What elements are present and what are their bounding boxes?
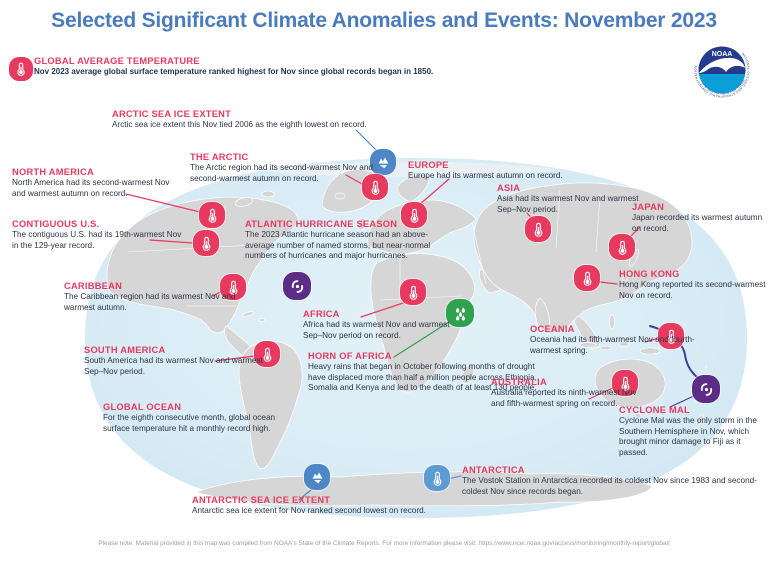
callout-horn-of-africa: HORN OF AFRICA Heavy rains that began in… <box>308 351 546 394</box>
callout-body: The Vostok Station in Antarctica recorde… <box>462 476 757 496</box>
callout-heading: CONTIGUOUS U.S. <box>12 219 100 229</box>
cyclone-icon-mal <box>692 375 720 403</box>
callout-global-average-temperature: GLOBAL AVERAGE TEMPERATURE Nov 2023 aver… <box>34 56 433 76</box>
callout-body: Cyclone Mal was the only storm in the So… <box>619 416 757 457</box>
callout-body: Europe had its warmest autumn on record. <box>408 171 563 180</box>
rain-icon-horn-of-africa <box>446 299 474 327</box>
thermometer-icon-the-arctic <box>362 174 388 200</box>
callout-body: Hong Kong reported its second-warmest No… <box>619 280 766 300</box>
thermometer-icon-north-america <box>199 202 225 228</box>
page-title: Selected Significant Climate Anomalies a… <box>51 9 717 32</box>
thermometer-icon-japan <box>609 234 635 260</box>
callout-heading: ATLANTIC HURRICANE SEASON <box>245 219 398 229</box>
callout-body: Nov 2023 average global surface temperat… <box>34 67 434 76</box>
callout-heading: HORN OF AFRICA <box>308 351 392 361</box>
callout-contiguous-us: CONTIGUOUS U.S. The contiguous U.S. had … <box>12 219 184 251</box>
callout-europe: EUROPE Europe had its warmest autumn on … <box>408 160 623 182</box>
callout-heading: OCEANIA <box>530 324 575 334</box>
callout-heading: CYCLONE MAL <box>619 405 690 415</box>
callout-the-arctic: THE ARCTIC The Arctic region had its sec… <box>190 152 380 184</box>
callout-heading: GLOBAL AVERAGE TEMPERATURE <box>34 56 200 66</box>
callout-heading: THE ARCTIC <box>190 152 249 162</box>
callout-body: Japan recorded its warmest autumn on rec… <box>632 213 763 233</box>
callout-heading: JAPAN <box>632 202 665 212</box>
callout-africa: AFRICA Africa had its warmest Nov and wa… <box>303 309 453 341</box>
thermometer-icon-south-america <box>254 341 280 367</box>
callout-heading: ANTARCTIC SEA ICE EXTENT <box>192 495 331 505</box>
callout-asia: ASIA Asia had its warmest Nov and warmes… <box>497 183 659 215</box>
callout-south-america: SOUTH AMERICA South America had its warm… <box>84 345 274 377</box>
callout-global-ocean: GLOBAL OCEAN For the eighth consecutive … <box>103 402 303 434</box>
thermometer-icon-europe <box>401 202 427 228</box>
callout-antarctic-sea-ice-extent: ANTARCTIC SEA ICE EXTENT Antarctic sea i… <box>192 495 532 517</box>
callout-caribbean: CARIBBEAN The Caribbean region had its w… <box>64 281 242 313</box>
callout-body: South America had its warmest Nov and wa… <box>84 356 263 376</box>
thermometer-icon-asia <box>525 216 551 242</box>
callout-heading: ANTARCTICA <box>462 465 525 475</box>
callout-body: The contiguous U.S. had its 19th-warmest… <box>12 230 182 250</box>
callout-north-america: NORTH AMERICA North America had its seco… <box>12 167 184 199</box>
thermometer-icon-caribbean <box>220 274 246 300</box>
callout-heading: ASIA <box>497 183 521 193</box>
callout-heading: AFRICA <box>303 309 340 319</box>
callout-body: Asia had its warmest Nov and warmest Sep… <box>497 194 639 214</box>
callout-heading: GLOBAL OCEAN <box>103 402 182 412</box>
callout-atlantic-hurricane-season: ATLANTIC HURRICANE SEASON The 2023 Atlan… <box>245 219 450 262</box>
callout-japan: JAPAN Japan recorded its warmest autumn … <box>632 202 768 234</box>
thermometer-icon-africa <box>400 279 426 305</box>
hurricane-icon-atlantic <box>283 272 311 300</box>
thermometer-icon-oceania <box>658 323 684 349</box>
thermometer-icon-hong-kong <box>574 265 600 291</box>
callout-body: Arctic sea ice extent this Nov tied 2006… <box>112 120 367 129</box>
thermometer-icon-australia <box>612 370 638 396</box>
callout-antarctica: ANTARCTICA The Vostok Station in Antarct… <box>462 465 767 497</box>
footer-note: Please note: Material provided in this m… <box>98 540 670 547</box>
callout-heading: HONG KONG <box>619 269 680 279</box>
iceberg-icon-arctic <box>370 149 396 175</box>
thermometer-icon-contiguous-us <box>193 230 219 256</box>
callout-oceania: OCEANIA Oceania had its fifth-warmest No… <box>530 324 720 356</box>
callout-body: The 2023 Atlantic hurricane season had a… <box>245 230 431 260</box>
iceberg-icon-antarctic <box>304 464 330 490</box>
callout-body: Australia reported its ninth-warmest Nov… <box>491 388 637 408</box>
callout-body: The Caribbean region had its warmest Nov… <box>64 292 236 312</box>
callout-body: North America had its second-warmest Nov… <box>12 178 170 198</box>
callout-body: Heavy rains that began in October follow… <box>308 362 537 392</box>
callout-heading: ARCTIC SEA ICE EXTENT <box>112 109 232 119</box>
thermometer-icon-global-average <box>9 57 33 81</box>
callout-heading: CARIBBEAN <box>64 281 123 291</box>
svg-text:NOAA: NOAA <box>712 51 733 58</box>
callout-body: Antarctic sea ice extent for Nov ranked … <box>192 506 426 515</box>
callout-body: For the eighth consecutive month, global… <box>103 413 276 433</box>
callout-body: Oceania had its fifth-warmest Nov and fo… <box>530 335 695 355</box>
callout-arctic-sea-ice-extent: ARCTIC SEA ICE EXTENT Arctic sea ice ext… <box>112 109 412 131</box>
callout-body: Africa had its warmest Nov and warmest S… <box>303 320 450 340</box>
callout-heading: AUSTRALIA <box>491 377 547 387</box>
thermometer-icon-antarctica <box>424 465 450 491</box>
callout-heading: NORTH AMERICA <box>12 167 94 177</box>
callout-australia: AUSTRALIA Australia reported its ninth-w… <box>491 377 641 409</box>
callout-body: The Arctic region had its second-warmest… <box>190 163 373 183</box>
callout-heading: EUROPE <box>408 160 449 170</box>
callout-heading: SOUTH AMERICA <box>84 345 166 355</box>
callout-hong-kong: HONG KONG Hong Kong reported its second-… <box>619 269 768 301</box>
callout-cyclone-mal: CYCLONE MAL Cyclone Mal was the only sto… <box>619 405 768 458</box>
